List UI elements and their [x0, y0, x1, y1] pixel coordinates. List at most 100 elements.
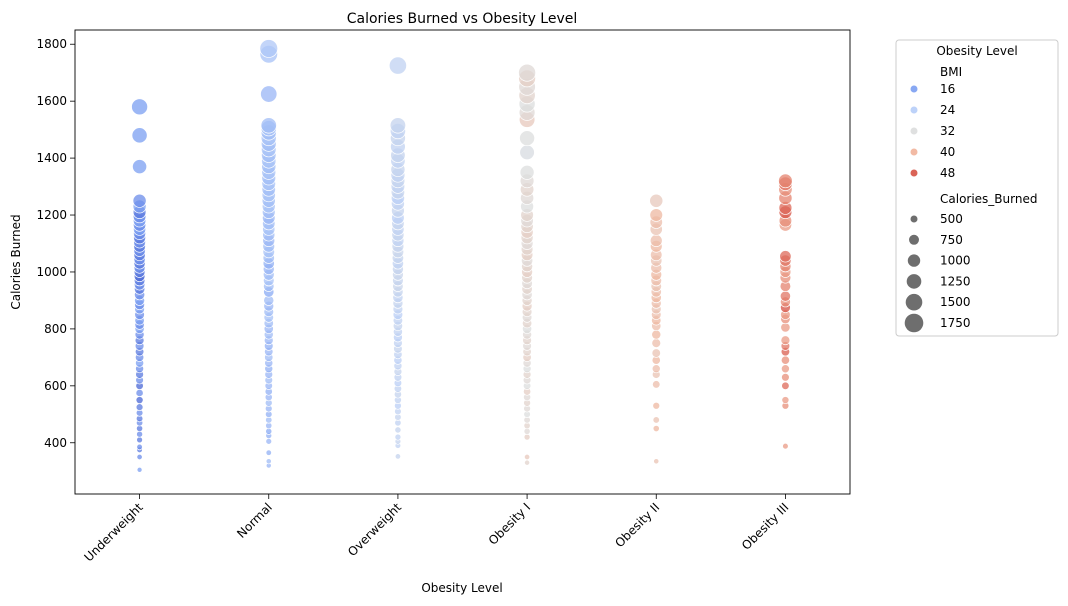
legend-size-marker	[907, 254, 921, 267]
legend-size-label: 500	[940, 212, 963, 226]
x-axis: Underweight Normal Overweight Obesity I Obes…	[82, 494, 792, 564]
scatter-point	[518, 63, 536, 82]
legend-bmi-label: 32	[940, 124, 955, 138]
scatter-point	[132, 193, 147, 208]
scatter-point	[651, 348, 661, 358]
scatter-point	[649, 208, 663, 222]
legend-bmi-marker	[910, 148, 918, 156]
scatter-point	[649, 234, 663, 248]
y-tick-label: 1000	[36, 265, 67, 279]
scatter-point	[131, 127, 148, 144]
scatter-point	[131, 98, 148, 116]
legend-size-marker	[906, 274, 922, 289]
x-tick-label: Normal	[234, 500, 275, 541]
legend-bmi-marker	[910, 127, 918, 135]
x-tick-label: Obesity II	[612, 500, 662, 550]
y-tick-label: 600	[44, 379, 67, 393]
scatter-point	[651, 364, 661, 374]
scatter-point	[524, 459, 531, 466]
legend-bmi-label: 48	[940, 166, 955, 180]
scatter-point	[394, 426, 402, 434]
legend-title: Obesity Level	[936, 44, 1017, 58]
scatter-point	[649, 193, 664, 208]
legend-bmi-label: 24	[940, 103, 955, 117]
legend-size-marker	[909, 234, 919, 245]
y-tick-label: 800	[44, 322, 67, 336]
scatter-point	[136, 443, 143, 451]
scatter-point	[136, 430, 143, 438]
scatter-point	[651, 329, 662, 340]
legend-bmi-label: 40	[940, 145, 955, 159]
scatter-point	[652, 401, 661, 410]
y-tick-label: 400	[44, 436, 67, 450]
x-tick-label: Underweight	[82, 500, 146, 564]
x-tick-label: Overweight	[345, 500, 404, 559]
scatter-point	[780, 322, 791, 333]
scatter-point	[519, 130, 536, 147]
scatter-point	[265, 458, 272, 465]
scatter-point	[523, 433, 531, 441]
scatter-point	[132, 159, 148, 175]
scatter-point	[781, 396, 790, 404]
scatter-point	[780, 355, 790, 365]
points-layer	[131, 39, 793, 473]
scatter-point	[519, 144, 535, 161]
legend-hue-items: 16 24 32 40 48	[910, 82, 955, 180]
y-tick-label: 1200	[36, 208, 67, 222]
scatter-point	[779, 250, 792, 263]
legend-size-label: 1250	[940, 274, 971, 288]
legend-size-items: 500 750 1000 1250 1500 1750	[904, 212, 971, 333]
scatter-point	[389, 117, 407, 134]
scatter-point	[782, 442, 789, 450]
legend-size-label: 750	[940, 233, 963, 247]
x-axis-label: Obesity Level	[421, 581, 502, 595]
scatter-point	[781, 373, 790, 382]
scatter-point	[135, 388, 144, 397]
scatter-point	[780, 335, 791, 346]
legend-size-label: 1500	[940, 295, 971, 309]
scatter-point	[135, 403, 144, 412]
scatter-point	[135, 396, 144, 404]
legend-size-marker	[904, 313, 924, 333]
legend-hue-title: BMI	[940, 65, 962, 79]
scatter-point	[265, 449, 272, 456]
scatter-point	[781, 381, 790, 390]
y-tick-label: 1800	[36, 37, 67, 51]
scatter-point	[778, 173, 793, 189]
legend-size-label: 1750	[940, 316, 971, 330]
scatter-point	[651, 338, 662, 348]
scatter-point	[524, 453, 531, 461]
y-tick-label: 1600	[36, 94, 67, 108]
scatter-point	[652, 380, 661, 389]
legend-size-label: 1000	[940, 254, 971, 268]
legend-size-title: Calories_Burned	[940, 192, 1037, 206]
scatter-point	[136, 466, 143, 473]
scatter-point	[136, 436, 143, 444]
legend-bmi-marker	[910, 169, 918, 177]
scatter-point	[653, 458, 660, 465]
scatter-point	[136, 453, 143, 461]
scatter-point	[781, 364, 790, 374]
legend-bmi-marker	[910, 85, 918, 93]
x-tick-label: Obesity III	[739, 500, 792, 553]
scatter-point	[652, 416, 660, 424]
scatter-point	[388, 56, 407, 75]
legend-size-marker	[910, 215, 918, 223]
chart-title: Calories Burned vs Obesity Level	[347, 11, 578, 27]
scatter-point	[394, 453, 401, 460]
plot-area	[74, 29, 851, 495]
y-tick-label: 1400	[36, 151, 67, 165]
scatter-point	[652, 425, 660, 433]
scatter-point	[259, 39, 279, 58]
scatter-point	[779, 290, 791, 302]
scatter-point	[260, 85, 278, 103]
y-axis: 400 600 800 1000 1200 1400 1600 1800	[36, 37, 75, 450]
x-tick-label: Obesity I	[486, 500, 534, 548]
legend-bmi-marker	[910, 106, 918, 114]
scatter-point	[265, 438, 273, 445]
legend-bmi-label: 16	[940, 82, 955, 96]
scatter-point	[519, 164, 535, 180]
scatter-point	[394, 433, 402, 441]
y-axis-label: Calories Burned	[9, 214, 23, 309]
